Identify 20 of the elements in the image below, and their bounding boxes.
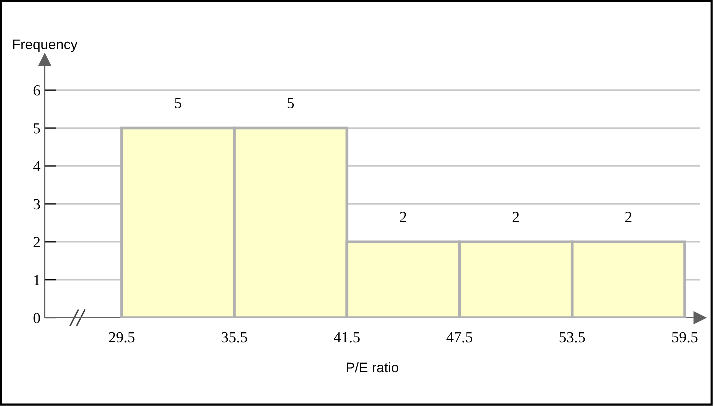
- data-label: 2: [400, 212, 406, 222]
- y-tick-label: 1: [34, 275, 40, 286]
- data-label: 5: [175, 98, 182, 109]
- y-tick-label: 6: [34, 86, 40, 96]
- y-tick-label: 0: [34, 313, 40, 324]
- data-label: 2: [512, 212, 520, 222]
- x-tick-label: 47.5: [446, 332, 473, 343]
- x-tick-label: 29.5: [109, 332, 135, 343]
- y-tick-label: 2: [34, 237, 40, 248]
- y-tick-label: 5: [34, 124, 40, 134]
- y-tick-label: 4: [33, 161, 41, 172]
- x-axis-title: P/E ratio: [347, 362, 399, 373]
- x-tick-label: 59.5: [672, 332, 698, 343]
- x-tick-label: 35.5: [222, 332, 248, 343]
- data-label: 2: [626, 212, 632, 222]
- x-tick-label: 41.5: [334, 332, 360, 343]
- y-axis-title: Frequency: [13, 40, 78, 52]
- y-tick-label: 3: [34, 199, 40, 210]
- x-tick-label: 53.5: [560, 332, 586, 343]
- data-label: 5: [288, 98, 294, 109]
